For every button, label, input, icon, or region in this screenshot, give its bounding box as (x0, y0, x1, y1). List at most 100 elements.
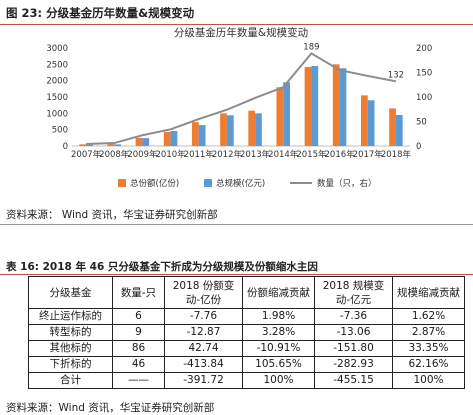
legend-label: 总份额(亿份) (130, 178, 179, 189)
table-row: 下折标的 46 -413.84 105.65% -282.93 62.16% (28, 356, 465, 373)
table-cell: -391.72 (164, 372, 243, 389)
fund-chart: 分级基金历年数量&规模变动 0 500 1000 1500 2000 2500 3000 0 50… (46, 26, 432, 189)
bar-scale (226, 115, 234, 146)
table-cell: 9 (112, 324, 165, 341)
table-cell: 105.65% (242, 356, 315, 373)
table-cell: 100% (392, 372, 465, 389)
right-tick-label: 0 (416, 142, 421, 152)
left-tick-label: 2000 (46, 77, 68, 87)
bar-shares (163, 131, 171, 146)
bar-shares (304, 66, 312, 146)
bar-scale (283, 82, 291, 146)
figure-header: 图 23: 分级基金历年数量&规模变动 (0, 0, 473, 25)
bar-scale (170, 130, 178, 146)
table-cell: 6 (112, 308, 165, 325)
data-label: 189 (303, 42, 319, 52)
table-source: 资料来源：Wind 资讯，华宝证券研究创新部 (6, 402, 215, 414)
table-row: 其他标的 86 42.74 -10.91% -151.80 33.35% (28, 340, 465, 357)
left-tick-label: 1500 (46, 93, 68, 103)
bar-scale (311, 65, 319, 146)
table-cell: -282.93 (314, 356, 393, 373)
table-cell: 转型标的 (28, 324, 113, 341)
table-cell: 33.35% (392, 340, 465, 357)
legend-swatch (118, 179, 126, 187)
header-cell: 分级基金 (28, 276, 113, 309)
bar-shares (191, 122, 199, 146)
x-tick-label: 2011年 (184, 149, 215, 160)
bar-scale (86, 144, 93, 146)
table-cell: -7.76 (164, 308, 243, 325)
bar-shares (107, 144, 115, 146)
bar-scale (395, 114, 403, 146)
legend-label: 总规模(亿元) (216, 178, 265, 189)
table-row: 终止运作标的 6 -7.76 1.98% -7.36 1.62% (28, 308, 465, 325)
header-cell: 数量-只 (112, 276, 165, 309)
bar-scale (255, 113, 262, 146)
x-tick-label: 2010年 (156, 149, 187, 160)
bar-shares (79, 144, 87, 146)
data-label: 132 (388, 70, 404, 80)
table-cell: -10.91% (242, 340, 315, 357)
header-cell: 2018 份额变动-亿份 (164, 276, 243, 309)
table-cell: 合计 (28, 372, 113, 389)
table-cell: 终止运作标的 (28, 308, 113, 325)
x-tick-label: 2007年 (71, 149, 102, 160)
chart-title: 分级基金历年数量&规模变动 (174, 26, 308, 39)
fund-table: 分级基金 数量-只 2018 份额变动-亿份 份额缩减贡献 2018 规模变动-… (28, 276, 465, 389)
table-cell: -413.84 (164, 356, 243, 373)
table-cell: 46 (112, 356, 165, 373)
x-tick-label: 2012年 (212, 149, 243, 160)
table-cell: -7.36 (314, 308, 393, 325)
x-tick-label: 2015年 (296, 149, 327, 160)
right-tick-label: 200 (416, 44, 432, 54)
right-tick-label: 50 (416, 118, 427, 128)
left-tick-label: 2500 (46, 60, 68, 70)
table-cell: 86 (112, 340, 165, 357)
table-cell: 2.87% (392, 324, 465, 341)
table-header: 表 16: 2018 年 46 只分级基金下折成为分级规模及份额缩水主因 (0, 258, 473, 275)
bar-shares (220, 113, 227, 146)
table-cell: 100% (242, 372, 315, 389)
table-cell: 其他标的 (28, 340, 113, 357)
table-cell: 3.28% (242, 324, 315, 341)
table-cell: 1.98% (242, 308, 315, 325)
x-tick-label: 2018年 (381, 149, 412, 160)
table-cell: —— (112, 372, 165, 389)
divider (0, 224, 473, 225)
right-tick-label: 100 (416, 93, 432, 103)
x-tick-label: 2008年 (99, 149, 130, 160)
x-tick-label: 2009年 (127, 149, 158, 160)
header-cell: 份额缩减贡献 (242, 276, 315, 309)
header-cell: 规模缩减贡献 (392, 276, 465, 309)
x-tick-label: 2017年 (353, 149, 384, 160)
table-cell: -12.87 (164, 324, 243, 341)
bar-shares (276, 87, 284, 146)
x-tick-label: 2013年 (240, 149, 271, 160)
table-cell: 42.74 (164, 340, 243, 357)
legend-swatch (204, 179, 212, 187)
bar-scale (142, 138, 150, 146)
left-tick-label: 500 (52, 126, 68, 136)
table-cell: 1.62% (392, 308, 465, 325)
table-cell: -151.80 (314, 340, 393, 357)
figure-label: 图 23: 分级基金历年数量&规模变动 (6, 6, 195, 20)
table-cell: -13.06 (314, 324, 393, 341)
table-label: 表 16: 2018 年 46 只分级基金下折成为分级规模及份额缩水主因 (6, 261, 318, 273)
left-tick-label: 0 (63, 142, 68, 152)
bar-scale (367, 100, 375, 146)
bar-shares (248, 110, 256, 146)
x-tick-label: 2016年 (325, 149, 356, 160)
figure-source: 资料来源： Wind 资讯，华宝证券研究创新部 (6, 209, 218, 221)
header-cell: 2018 规模变动-亿元 (314, 276, 393, 309)
bar-scale (114, 144, 122, 146)
table-cell: -455.15 (314, 372, 393, 389)
table-cell: 下折标的 (28, 356, 113, 373)
bar-scale (339, 68, 347, 146)
bar-shares (135, 137, 143, 146)
left-tick-label: 1000 (46, 109, 68, 119)
left-tick-label: 3000 (46, 44, 68, 54)
bar-shares (360, 95, 368, 146)
bar-shares (332, 64, 340, 146)
x-tick-label: 2014年 (268, 149, 299, 160)
bar-scale (198, 125, 206, 146)
